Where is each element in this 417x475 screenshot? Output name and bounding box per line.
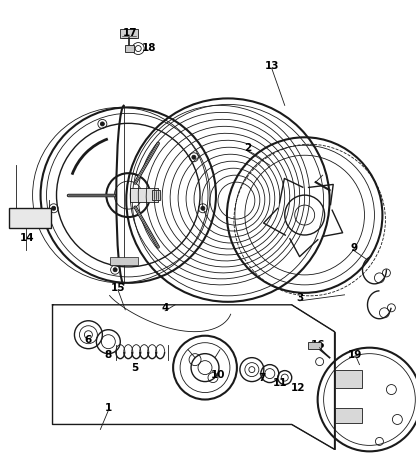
Text: 3: 3 xyxy=(296,293,303,303)
Text: 15: 15 xyxy=(111,283,126,293)
Circle shape xyxy=(192,155,196,159)
Circle shape xyxy=(201,206,205,210)
Bar xyxy=(152,190,160,200)
Text: 14: 14 xyxy=(20,233,35,243)
Text: 6: 6 xyxy=(85,335,92,345)
Text: 5: 5 xyxy=(132,362,139,372)
Circle shape xyxy=(113,268,117,272)
Text: 12: 12 xyxy=(291,382,305,392)
Text: 17: 17 xyxy=(123,28,138,38)
Bar xyxy=(334,408,362,423)
Bar xyxy=(308,342,321,349)
Text: 18: 18 xyxy=(142,43,156,53)
Text: 13: 13 xyxy=(264,60,279,70)
Text: 10: 10 xyxy=(211,370,225,380)
Text: 7: 7 xyxy=(258,372,266,382)
FancyBboxPatch shape xyxy=(9,208,50,228)
Text: 1: 1 xyxy=(105,402,112,412)
Bar xyxy=(120,28,138,38)
Text: 9: 9 xyxy=(351,243,358,253)
Circle shape xyxy=(52,206,55,210)
Text: 2: 2 xyxy=(244,143,251,153)
Circle shape xyxy=(100,122,104,126)
Bar xyxy=(130,188,158,202)
Bar xyxy=(334,370,362,388)
Bar xyxy=(111,257,138,265)
Text: 16: 16 xyxy=(310,340,325,350)
Text: 4: 4 xyxy=(161,303,169,313)
Bar xyxy=(125,45,134,52)
Text: 8: 8 xyxy=(105,350,112,360)
Text: 11: 11 xyxy=(273,378,287,388)
Text: 19: 19 xyxy=(347,350,362,360)
